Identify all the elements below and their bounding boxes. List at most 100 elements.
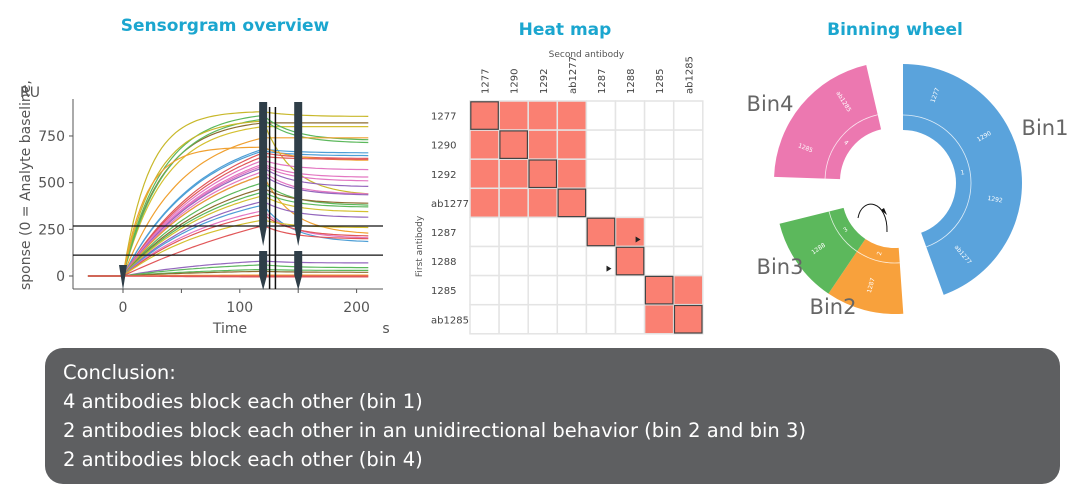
injection-marker: [294, 102, 303, 246]
sensorgram-curve: [87, 210, 369, 277]
y-tick-label: 500: [38, 176, 65, 192]
heatmap-cell: [614, 303, 646, 335]
heatmap-row-label: 1277: [431, 112, 456, 123]
heatmap-x-label: Second antibody: [549, 50, 625, 60]
sensorgram-curve: [87, 191, 369, 277]
sensorgram-curve: [87, 167, 369, 277]
heatmap-diagonal-outline: [499, 130, 528, 159]
sensorgram-curve: [87, 137, 369, 277]
heatmap-cell: [614, 158, 646, 190]
bin-name-label: Bin3: [757, 255, 804, 279]
heatmap-diagonal-outline: [615, 246, 645, 276]
heatmap-cell: [556, 158, 588, 190]
heatmap-cell: [556, 216, 588, 248]
sensorgram-curve: [87, 126, 369, 277]
heatmap-col-label: 1290: [510, 69, 521, 94]
heatmap-cell: [498, 158, 529, 190]
heatmap-cell: [527, 245, 559, 277]
conclusion-line: 2 antibodies block each other in an unid…: [63, 419, 806, 442]
sensorgram-curve: [87, 118, 369, 277]
bin-name-label: Bin1: [1022, 116, 1069, 140]
bin-sector: [903, 64, 1023, 295]
heatmap-cell: [498, 274, 529, 306]
injection-marker: [259, 102, 268, 246]
heatmap-cell: [585, 303, 617, 335]
bin-ring-divider: [902, 114, 972, 248]
sensorgram-curve: [87, 114, 369, 277]
sensorgram-curve: [87, 187, 369, 277]
heatmap-cell: [585, 129, 617, 160]
y-tick-label: 750: [38, 129, 65, 145]
sensorgram-curve: [87, 150, 369, 277]
conclusion-heading: Conclusion:: [63, 361, 176, 384]
bin-sector: [828, 238, 904, 314]
heatmap-cell: [527, 187, 559, 219]
heatmap-cell: [469, 129, 500, 160]
heatmap-row-label: 1288: [431, 257, 456, 268]
heatmap-cell: [556, 245, 588, 277]
heatmap-col-label: 1288: [626, 69, 637, 94]
heatmap-col-label: ab1277: [568, 56, 579, 94]
heatmap-cell: [498, 216, 529, 248]
sensorgram-curve: [87, 213, 369, 277]
heatmap-cell: [498, 129, 529, 160]
heatmap-diagonal-outline: [586, 217, 616, 247]
sensorgram-curve: [87, 204, 369, 277]
heatmap-row-label: 1290: [431, 141, 456, 152]
heatmap-row-label: 1287: [431, 228, 456, 239]
sensorgram-curve: [87, 270, 369, 277]
antibody-label: 1292: [987, 195, 1003, 205]
injection-marker: [119, 265, 127, 290]
y-unit-label: RU: [20, 85, 40, 101]
direction-arrow-icon: [606, 265, 612, 272]
bin-id-label: 3: [842, 226, 849, 234]
heatmap-row-label: ab1277: [431, 199, 469, 210]
conclusion-box: Conclusion: 4 antibodies block each othe…: [45, 348, 1060, 484]
heatmap-row-label: 1292: [431, 170, 456, 181]
y-tick-label: 250: [38, 222, 65, 238]
bin-sector: [774, 65, 882, 180]
sensorgram-curve: [87, 224, 369, 277]
sensorgram-curve: [87, 195, 369, 277]
bin-id-label: 1: [960, 169, 965, 177]
sensorgram-curve: [87, 170, 369, 277]
y-tick-label: 0: [56, 269, 65, 285]
bin-name-label: Bin4: [747, 92, 794, 116]
bin-id-label: 4: [842, 139, 850, 147]
heatmap-diagonal-outline: [528, 159, 558, 189]
heatmap-row-label: ab1285: [431, 315, 469, 326]
heatmap-col-label: 1285: [655, 69, 666, 94]
heatmap-cell: [527, 216, 559, 248]
heatmap-cell: [672, 216, 704, 248]
sensorgram-curve: [87, 200, 369, 277]
x-unit-label: s: [382, 321, 389, 337]
bin-id-label: 2: [876, 251, 884, 257]
bin-sector: [779, 207, 866, 294]
sensorgram-curve: [87, 275, 369, 278]
blocking-direction-arrow: [857, 203, 888, 233]
heatmap-cell: [498, 303, 529, 335]
sensorgram-curve: [87, 260, 369, 277]
sensorgram-curve: [87, 174, 369, 277]
arrowhead-icon: [881, 208, 887, 215]
heatmap-cell: [585, 187, 617, 219]
bin-name-label: Bin2: [810, 295, 857, 319]
bin-ring-divider: [828, 211, 858, 252]
sensorgram-title: Sensorgram overview: [120, 16, 330, 36]
antibody-label: 1287: [866, 277, 877, 294]
heatmap-col-label: 1287: [597, 69, 608, 94]
heatmap-title: Heat map: [518, 20, 612, 40]
x-axis-label: Time: [212, 321, 247, 337]
x-tick-label: 200: [343, 300, 370, 316]
sensorgram-curve: [87, 111, 369, 277]
heatmap-row-label: 1285: [431, 286, 456, 297]
heatmap-cell: [672, 245, 704, 277]
sensorgram-curve: [87, 159, 369, 277]
conclusion-line: 2 antibodies block each other (bin 4): [63, 448, 423, 471]
heatmap-cell: [585, 245, 617, 277]
injection-marker: [294, 251, 303, 290]
conclusion-line: 4 antibodies block each other (bin 1): [63, 390, 423, 413]
